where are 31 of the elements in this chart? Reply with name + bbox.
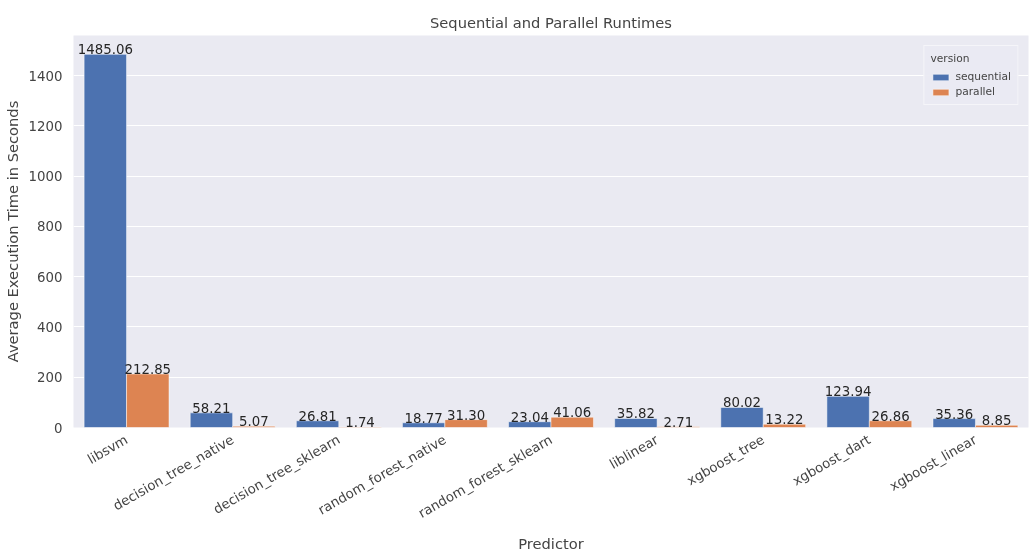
data-label: 1.74 xyxy=(345,415,375,431)
data-label: 23.04 xyxy=(510,409,549,425)
y-tick-label: 1000 xyxy=(28,169,63,185)
data-label: 35.82 xyxy=(616,406,655,422)
y-tick-label: 600 xyxy=(37,269,63,285)
y-tick-label: 1200 xyxy=(28,118,63,134)
data-label: 26.86 xyxy=(871,408,910,424)
y-tick-label: 800 xyxy=(37,219,63,235)
data-label: 2.71 xyxy=(663,414,694,430)
data-label: 8.85 xyxy=(981,413,1012,429)
data-label: 13.22 xyxy=(765,412,804,428)
x-axis-title: Predictor xyxy=(518,535,585,553)
data-label: 18.77 xyxy=(404,410,443,426)
y-tick-label: 1400 xyxy=(28,68,63,84)
data-label: 123.94 xyxy=(824,384,872,400)
legend-title: version xyxy=(930,52,971,65)
data-label: 26.81 xyxy=(298,408,337,424)
y-tick-label: 0 xyxy=(54,420,63,436)
y-tick-label: 400 xyxy=(37,319,63,335)
data-label: 58.21 xyxy=(192,400,231,416)
y-tick-label: 200 xyxy=(37,370,63,386)
data-label: 5.07 xyxy=(239,414,269,430)
data-label: 1485.06 xyxy=(77,42,133,58)
chart-title: Sequential and Parallel Runtimes xyxy=(430,13,672,31)
data-label: 80.02 xyxy=(722,395,762,411)
legend-label: sequential xyxy=(955,70,1011,83)
y-axis-title: Average Execution Time in Seconds xyxy=(3,100,21,363)
legend-label: parallel xyxy=(955,85,996,98)
data-label: 35.36 xyxy=(935,406,974,422)
data-label: 41.06 xyxy=(553,405,592,421)
data-label: 31.30 xyxy=(447,407,486,423)
